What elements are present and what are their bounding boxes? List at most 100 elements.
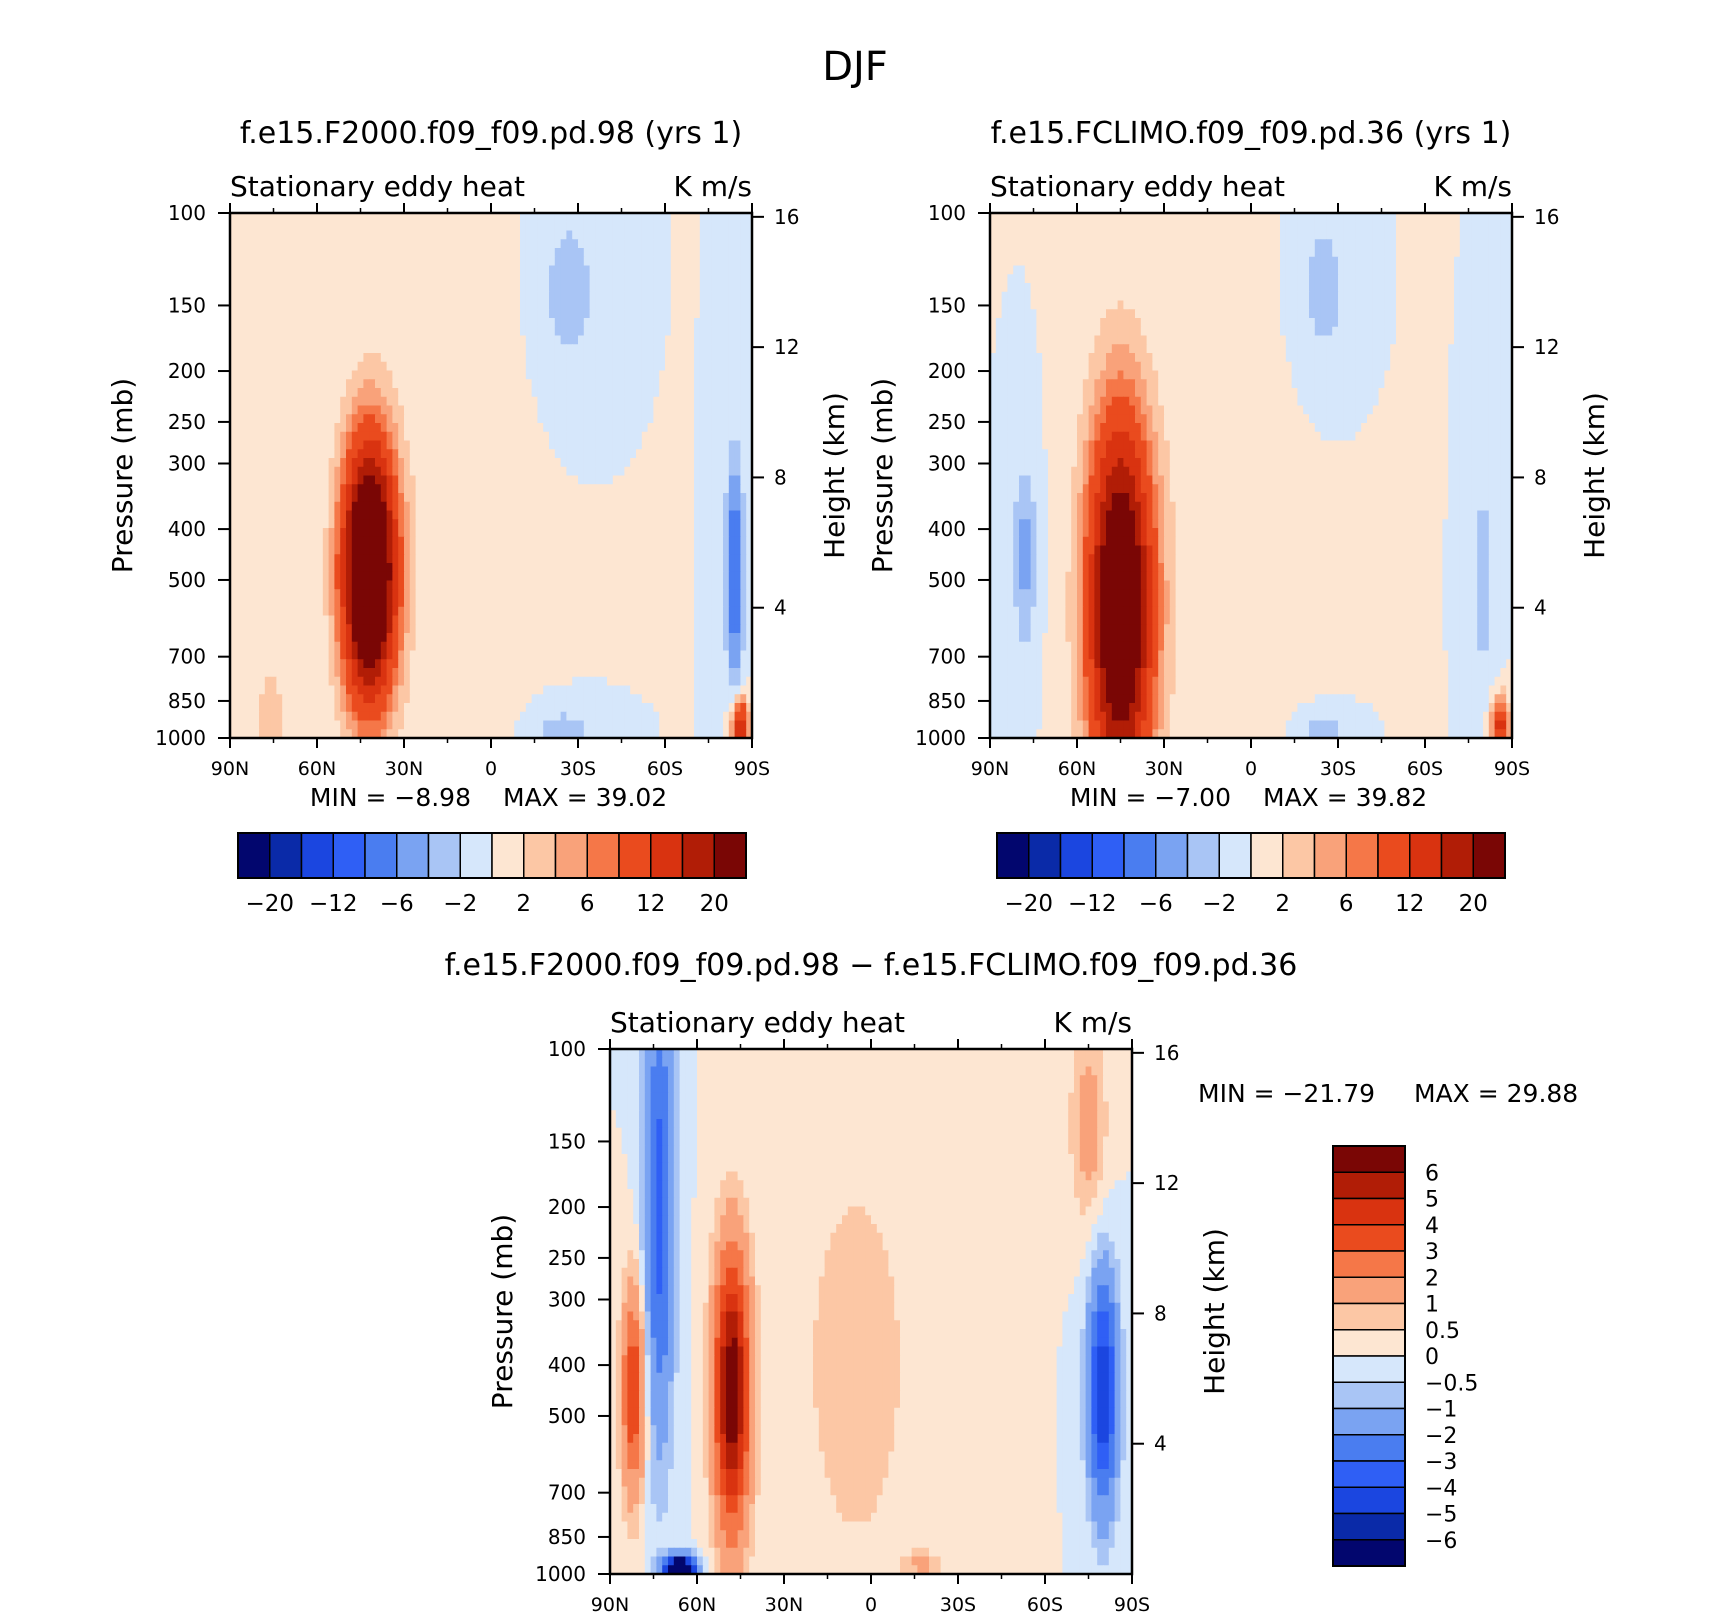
contour-cell [514, 519, 520, 528]
contour-cell [352, 554, 358, 563]
contour-cell [520, 248, 526, 257]
contour-cell [300, 318, 306, 327]
contour-cell [317, 563, 323, 572]
contour-cell [642, 406, 648, 415]
contour-cell [247, 572, 253, 581]
contour-cell [433, 467, 439, 476]
contour-cell [392, 572, 398, 581]
contour-cell [485, 677, 491, 686]
contour-cell [323, 397, 329, 406]
contour-cell [456, 397, 462, 406]
contour-cell [392, 257, 398, 266]
contour-cell [711, 677, 717, 686]
contour-cell [659, 327, 665, 336]
contour-cell [601, 546, 607, 555]
contour-cell [392, 449, 398, 458]
contour-cell [485, 414, 491, 423]
contour-cell [677, 572, 683, 581]
contour-cell [253, 257, 259, 266]
contour-cell [532, 546, 538, 555]
contour-cell [543, 239, 549, 248]
contour-cell [242, 493, 248, 502]
contour-cell [532, 581, 538, 590]
contour-cell [474, 388, 480, 397]
contour-cell [421, 607, 427, 616]
contour-cell [375, 677, 381, 686]
contour-cell [439, 546, 445, 555]
contour-cell [514, 248, 520, 257]
contour-cell [630, 283, 636, 292]
contour-cell [706, 651, 712, 660]
contour-cell [555, 537, 561, 546]
contour-cell [242, 449, 248, 458]
contour-cell [439, 283, 445, 292]
contour-cell [595, 668, 601, 677]
contour-cell [601, 467, 607, 476]
contour-cell [276, 336, 282, 345]
contour-cell [462, 633, 468, 642]
contour-cell [537, 222, 543, 231]
contour-cell [491, 668, 497, 677]
contour-cell [416, 318, 422, 327]
contour-cell [566, 231, 572, 240]
contour-cell [682, 476, 688, 485]
contour-cell [723, 414, 729, 423]
contour-cell [317, 257, 323, 266]
contour-cell [305, 563, 311, 572]
contour-cell [595, 327, 601, 336]
contour-cell [404, 292, 410, 301]
contour-cell [508, 642, 514, 651]
contour-cell [474, 292, 480, 301]
contour-cell [735, 379, 741, 388]
contour-cell [253, 353, 259, 362]
contour-cell [300, 301, 306, 310]
contour-cell [427, 213, 433, 222]
contour-cell [665, 423, 671, 432]
contour-cell [665, 266, 671, 275]
contour-cell [450, 231, 456, 240]
contour-cell [334, 659, 340, 668]
contour-cell [642, 336, 648, 345]
contour-cell [381, 598, 387, 607]
contour-cell [485, 563, 491, 572]
contour-cell [723, 318, 729, 327]
contour-cell [555, 388, 561, 397]
contour-cell [497, 537, 503, 546]
contour-cell [497, 581, 503, 590]
contour-cell [358, 222, 364, 231]
contour-cell [398, 633, 404, 642]
contour-cell [601, 554, 607, 563]
contour-cell [624, 301, 630, 310]
contour-cell [735, 633, 741, 642]
contour-cell [305, 274, 311, 283]
contour-cell [265, 213, 271, 222]
contour-cell [561, 546, 567, 555]
contour-cell [456, 432, 462, 441]
contour-cell [735, 449, 741, 458]
contour-cell [410, 511, 416, 520]
contour-cell [340, 624, 346, 633]
contour-cell [543, 589, 549, 598]
contour-cell [479, 484, 485, 493]
contour-cell [456, 248, 462, 257]
contour-cell [508, 344, 514, 353]
contour-cell [601, 589, 607, 598]
contour-cell [561, 222, 567, 231]
contour-cell [526, 572, 532, 581]
contour-cell [375, 476, 381, 485]
contour-cell [288, 519, 294, 528]
contour-cell [363, 624, 369, 633]
contour-cell [543, 528, 549, 537]
contour-cell [468, 441, 474, 450]
contour-cell [236, 537, 242, 546]
contour-cell [520, 213, 526, 222]
contour-cell [317, 397, 323, 406]
contour-cell [236, 659, 242, 668]
contour-cell [619, 432, 625, 441]
contour-cell [561, 449, 567, 458]
contour-cell [288, 213, 294, 222]
contour-cell [242, 318, 248, 327]
contour-cell [723, 581, 729, 590]
contour-cell [572, 616, 578, 625]
contour-cell [653, 589, 659, 598]
